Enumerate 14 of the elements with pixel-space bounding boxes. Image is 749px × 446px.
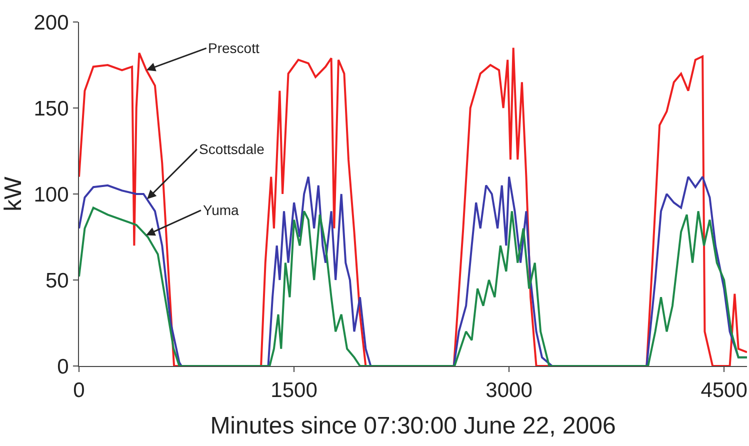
y-tick-label: 150 [34,97,69,120]
annotation: Yuma [203,202,240,218]
y-tick-label: 100 [34,183,69,206]
y-tick-label: 0 [57,355,69,378]
x-axis-title: Minutes since 07:30:00 June 22, 2006 [210,412,616,440]
x-tick-label: 3000 [486,379,532,402]
x-tick-label: 0 [73,379,85,402]
x-tick-label: 1500 [270,379,318,402]
y-tick-label: 50 [45,269,69,292]
y-tick-label: 200 [34,11,69,34]
y-axis-title: kW [0,176,27,212]
x-tick-label: 4500 [700,379,748,402]
annotation: Prescott [208,40,260,56]
annotation: Scottsdale [199,141,265,157]
